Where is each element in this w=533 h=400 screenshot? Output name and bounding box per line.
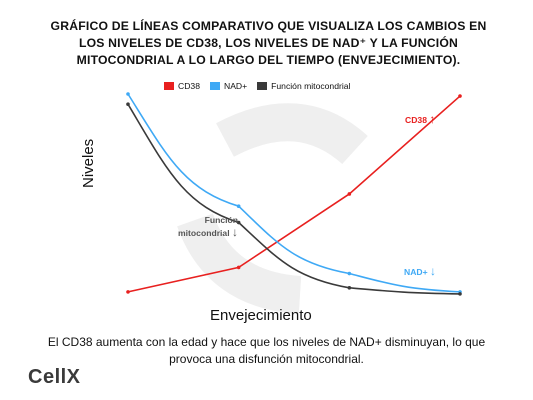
watermark-shape-top <box>216 103 368 165</box>
data-point-cd38-3 <box>458 94 462 98</box>
data-point-nad-0 <box>126 92 130 96</box>
annotation-nad: NAD+ ↓ <box>404 264 436 278</box>
legend-label-mito: Función mitocondrial <box>271 81 351 91</box>
annotation-cd38-text: CD38 <box>405 115 427 125</box>
cellx-logo: CellX <box>28 366 81 388</box>
legend-swatch-nad <box>209 82 220 90</box>
legend-item-cd38: CD38 <box>164 81 200 91</box>
data-point-cd38-1 <box>236 265 241 270</box>
chart-title: GRÁFICO DE LÍNEAS COMPARATIVO QUE VISUAL… <box>50 19 487 67</box>
caption: El CD38 aumenta con la edad y hace que l… <box>47 335 486 366</box>
data-point-cd38-0 <box>126 290 130 294</box>
series-line-nad <box>127 93 461 293</box>
x-axis-label: Envejecimiento <box>210 307 312 324</box>
arrow-down-icon: ↓ <box>430 264 437 278</box>
y-axis-label: Niveles <box>80 138 97 188</box>
annotation-cd38: CD38 ↑ <box>405 112 435 126</box>
series-line-cd38 <box>127 95 461 293</box>
annotation-nad-text: NAD+ <box>404 267 428 277</box>
watermark-shape-bottom <box>177 213 302 314</box>
watermark-logo <box>177 103 368 314</box>
data-point-mito-3 <box>458 292 462 296</box>
arrow-down-icon: ↓ <box>232 225 238 239</box>
chart-lines <box>127 93 461 295</box>
legend-swatch-mito <box>257 82 268 90</box>
legend-item-nad: NAD+ <box>209 81 248 91</box>
legend: CD38 NAD+ Función mitocondrial <box>164 78 394 94</box>
data-point-mito-1 <box>236 220 241 225</box>
arrow-up-icon: ↑ <box>429 112 436 126</box>
data-point-nad-1 <box>236 204 241 208</box>
annotation-mito: Función mitocondrial ↓ <box>154 214 238 239</box>
annotation-mito-text: Función mitocondrial <box>178 215 238 238</box>
legend-label-cd38: CD38 <box>178 81 200 91</box>
legend-swatch-cd38 <box>164 82 174 90</box>
data-point-mito-2 <box>347 286 352 290</box>
data-point-cd38-2 <box>347 192 352 196</box>
legend-label-nad: NAD+ <box>223 81 248 91</box>
chart-points <box>126 92 462 296</box>
data-point-nad-2 <box>347 271 352 276</box>
data-point-mito-0 <box>126 102 130 106</box>
legend-item-mito: Función mitocondrial <box>257 81 350 91</box>
series-line-mito <box>127 103 461 295</box>
